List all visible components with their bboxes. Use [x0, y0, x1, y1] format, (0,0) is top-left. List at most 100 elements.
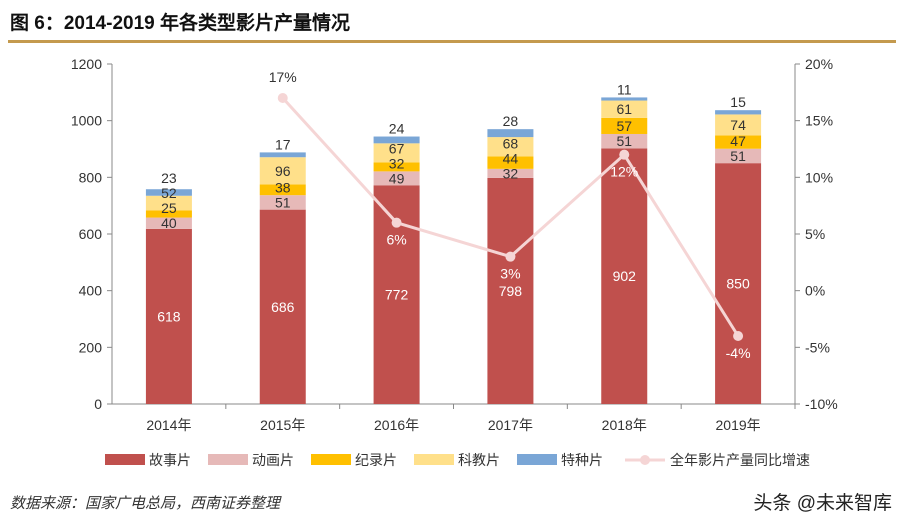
bar-segment	[487, 177, 534, 404]
x-tick-label: 2016年	[374, 417, 419, 433]
data-label: 28	[503, 113, 519, 129]
data-label: 618	[157, 308, 181, 324]
data-label: 51	[730, 148, 746, 164]
data-label: 798	[499, 283, 523, 299]
legend-line-marker	[640, 455, 650, 465]
x-tick-label: 2014年	[146, 417, 191, 433]
data-label: 49	[389, 170, 405, 186]
data-label: 52	[161, 185, 177, 201]
y-tick-label: 600	[79, 226, 103, 242]
bar-segment	[145, 189, 192, 196]
data-label: 15	[730, 94, 746, 110]
y2-tick-label: 15%	[805, 113, 833, 129]
data-label: 11	[617, 81, 632, 97]
bar-segment	[145, 217, 192, 229]
data-label: 51	[275, 194, 291, 210]
bar-segment	[715, 135, 762, 149]
growth-point	[505, 251, 516, 262]
y-tick-label: 800	[79, 169, 103, 185]
watermark: 头条 @未来智库	[753, 493, 892, 514]
bar-segment	[715, 110, 762, 115]
legend-label: 科教片	[458, 452, 500, 468]
bar-segment	[145, 195, 192, 211]
bar-segment	[373, 171, 420, 186]
y-tick-label: 0	[94, 396, 102, 412]
bar-segment	[145, 210, 192, 218]
x-tick-label: 2019年	[716, 417, 761, 433]
bar-segment	[601, 100, 648, 118]
legend-swatch	[414, 454, 454, 465]
y-tick-label: 400	[79, 283, 103, 299]
legend-swatch	[105, 454, 145, 465]
data-label: 17	[275, 136, 291, 152]
data-label: 24	[389, 121, 405, 137]
y-tick-label: 1200	[71, 56, 102, 72]
bar-segment	[373, 136, 420, 144]
y2-tick-label: -10%	[805, 396, 838, 412]
growth-point	[733, 331, 744, 341]
x-tick-label: 2017年	[488, 417, 533, 433]
growth-point	[391, 217, 402, 228]
bar-segment	[259, 152, 306, 158]
data-label: 902	[613, 268, 637, 284]
growth-label: 6%	[386, 232, 406, 248]
data-label: 57	[616, 118, 632, 134]
y2-tick-label: 5%	[805, 226, 825, 242]
data-label: 96	[275, 163, 291, 179]
growth-label: 17%	[269, 69, 297, 85]
data-label: 772	[385, 287, 409, 303]
growth-label: 3%	[500, 266, 520, 282]
bar-segment	[487, 156, 534, 169]
data-label: 32	[389, 155, 405, 171]
title-rule	[8, 40, 896, 43]
x-tick-label: 2018年	[602, 417, 647, 433]
data-label: 32	[503, 165, 519, 181]
growth-label: 12%	[610, 164, 638, 180]
y-tick-label: 200	[79, 339, 103, 355]
bar-segment	[601, 97, 648, 101]
bar-segment	[259, 184, 306, 196]
bar-segment	[601, 133, 648, 149]
data-label: 61	[616, 101, 632, 117]
y2-tick-label: 0%	[805, 283, 825, 299]
data-label: 67	[389, 140, 405, 156]
legend-label: 全年影片产量同比增速	[670, 452, 810, 468]
data-label: 850	[726, 276, 750, 292]
data-label: 23	[161, 170, 177, 186]
bar-segment	[601, 148, 648, 404]
bar-segment	[373, 143, 420, 163]
legend-swatch	[517, 454, 557, 465]
data-label: 686	[271, 299, 295, 315]
data-label: 40	[161, 215, 177, 231]
bar-segment	[373, 162, 420, 172]
legend-swatch	[208, 454, 248, 465]
legend-label: 故事片	[149, 452, 191, 468]
data-label: 47	[730, 133, 746, 149]
data-label: 44	[503, 150, 519, 166]
bar-segment	[601, 117, 648, 134]
growth-label: -4%	[726, 345, 751, 361]
bar-segment	[487, 129, 534, 138]
bar-segment	[145, 228, 192, 404]
data-label: 74	[730, 117, 746, 133]
data-label: 68	[503, 135, 519, 151]
y2-tick-label: 20%	[805, 56, 833, 72]
bar-segment	[487, 168, 534, 178]
bar-segment	[487, 137, 534, 157]
legend-label: 特种片	[561, 452, 603, 468]
bar-segment	[259, 157, 306, 185]
data-label: 38	[275, 179, 291, 195]
y-tick-label: 1000	[71, 113, 102, 129]
legend-label: 纪录片	[355, 452, 397, 468]
legend-label: 动画片	[252, 452, 294, 468]
source-note: 数据来源：国家广电总局，西南证券整理	[10, 495, 281, 512]
figure-title: 图 6：2014-2019 年各类型影片产量情况	[10, 13, 350, 34]
bar-segment	[715, 163, 762, 404]
data-label: 25	[161, 200, 177, 216]
bar-segment	[259, 195, 306, 210]
data-label: 51	[616, 133, 632, 149]
growth-point	[277, 93, 288, 103]
x-tick-label: 2015年	[260, 417, 305, 433]
growth-point	[619, 149, 630, 160]
